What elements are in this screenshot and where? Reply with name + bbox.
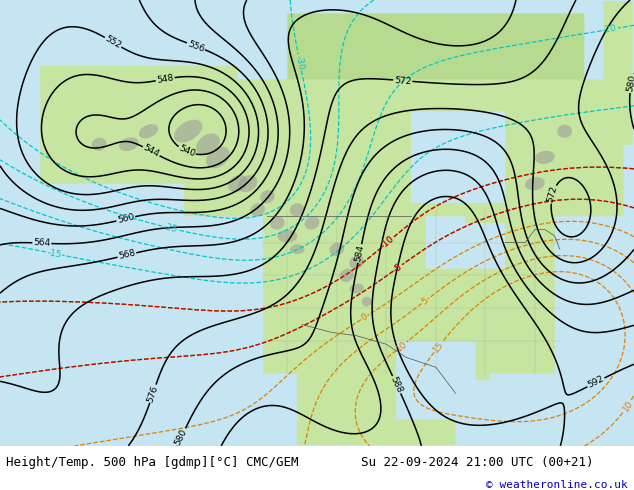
Text: 544: 544 — [141, 143, 161, 159]
Text: 5: 5 — [420, 296, 430, 307]
Text: 548: 548 — [156, 73, 174, 85]
Text: 580: 580 — [174, 427, 189, 447]
Text: © weatheronline.co.uk: © weatheronline.co.uk — [486, 480, 628, 490]
Text: 576: 576 — [146, 384, 160, 403]
Ellipse shape — [278, 229, 297, 243]
Ellipse shape — [196, 133, 220, 155]
Text: -10: -10 — [379, 234, 396, 250]
Text: -5: -5 — [391, 262, 404, 274]
Text: -5: -5 — [391, 262, 404, 274]
Text: 552: 552 — [103, 34, 123, 50]
Ellipse shape — [174, 120, 202, 143]
Ellipse shape — [525, 177, 545, 190]
Text: 10: 10 — [394, 339, 409, 353]
Text: 588: 588 — [389, 375, 404, 394]
Text: 556: 556 — [186, 39, 205, 53]
Text: -20: -20 — [602, 24, 618, 35]
Ellipse shape — [206, 147, 230, 168]
Text: 592: 592 — [586, 374, 605, 390]
Text: Su 22-09-2024 21:00 UTC (00+21): Su 22-09-2024 21:00 UTC (00+21) — [361, 456, 594, 469]
Ellipse shape — [361, 297, 372, 307]
Text: 584: 584 — [354, 244, 366, 263]
Polygon shape — [0, 0, 634, 446]
Text: 10: 10 — [621, 398, 634, 413]
Ellipse shape — [290, 203, 304, 217]
Text: 572: 572 — [546, 185, 559, 204]
Ellipse shape — [349, 284, 364, 294]
Text: 564: 564 — [33, 238, 51, 248]
Ellipse shape — [557, 124, 572, 138]
Text: 0: 0 — [359, 312, 369, 323]
Text: -15: -15 — [46, 247, 62, 259]
Ellipse shape — [330, 243, 344, 256]
Ellipse shape — [119, 137, 139, 151]
Text: 572: 572 — [394, 75, 411, 86]
Text: 580: 580 — [625, 74, 634, 93]
Text: 560: 560 — [117, 213, 135, 225]
Text: -10: -10 — [379, 234, 396, 250]
Ellipse shape — [290, 244, 304, 254]
Text: -25: -25 — [162, 222, 178, 234]
Text: Height/Temp. 500 hPa [gdmp][°C] CMC/GEM: Height/Temp. 500 hPa [gdmp][°C] CMC/GEM — [6, 456, 299, 469]
Text: 15: 15 — [431, 340, 446, 354]
Ellipse shape — [92, 138, 107, 151]
Ellipse shape — [228, 175, 247, 192]
Ellipse shape — [250, 203, 265, 217]
Text: 568: 568 — [117, 248, 136, 261]
Ellipse shape — [349, 256, 364, 269]
Ellipse shape — [535, 151, 555, 164]
Ellipse shape — [305, 216, 320, 230]
Ellipse shape — [260, 190, 275, 203]
Text: -5: -5 — [391, 262, 404, 274]
Ellipse shape — [339, 269, 354, 282]
Ellipse shape — [238, 175, 257, 192]
Text: -30: -30 — [294, 54, 306, 71]
Ellipse shape — [270, 217, 285, 229]
Text: 540: 540 — [177, 144, 197, 159]
Ellipse shape — [139, 124, 158, 138]
Text: -10: -10 — [379, 234, 396, 250]
